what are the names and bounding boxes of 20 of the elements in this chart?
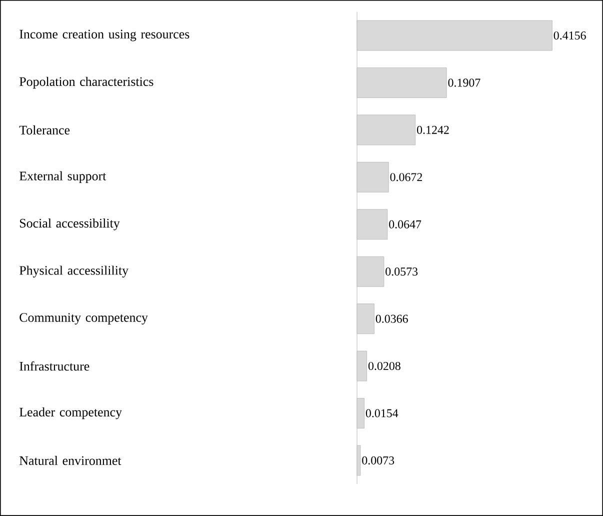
y-tick-label: Popolation characteristics xyxy=(20,76,154,89)
data-label: 0.0073 xyxy=(362,456,394,465)
y-tick-label: External support xyxy=(20,171,106,184)
data-label: 0.1242 xyxy=(417,126,449,134)
y-tick-label: Natural environmet xyxy=(20,456,122,466)
data-label: 0.0154 xyxy=(366,409,398,418)
y-tick-label: Income creation using resources xyxy=(20,30,190,42)
data-label: 0.4156 xyxy=(554,31,586,40)
data-label: 0.1907 xyxy=(448,78,480,87)
y-tick-label: Infrastructure xyxy=(20,361,90,371)
y-tick-label: Leader competency xyxy=(20,407,122,420)
data-label: 0.0573 xyxy=(386,268,418,276)
data-label: 0.0366 xyxy=(376,314,408,323)
data-label: 0.0647 xyxy=(389,220,422,228)
y-tick-label: Community competency xyxy=(20,313,148,325)
data-label: 0.0672 xyxy=(390,173,422,182)
y-tick-label: Physical accessilility xyxy=(20,266,128,278)
y-tick-label: Social accessibility xyxy=(20,218,120,230)
data-label: 0.0208 xyxy=(368,362,400,370)
y-tick-label: Tolerance xyxy=(19,125,70,135)
